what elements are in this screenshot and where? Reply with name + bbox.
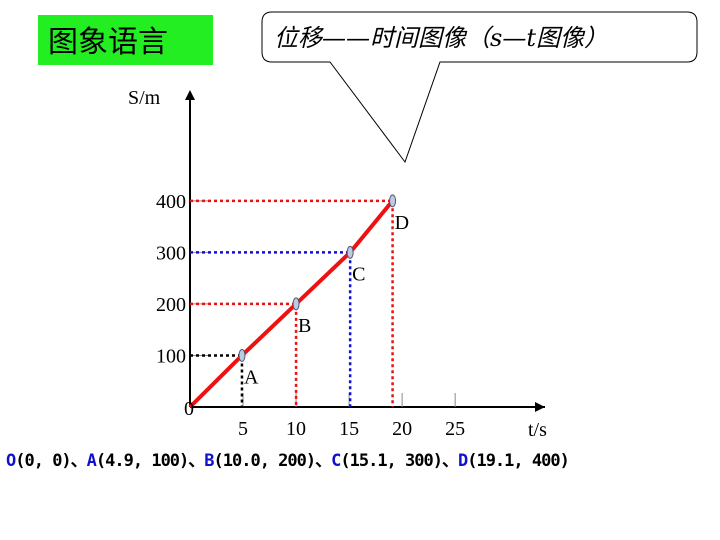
y-axis-label: S/m <box>128 87 161 109</box>
y-tick-label: 400 <box>156 191 186 213</box>
footer: O(0, 0)、A(4.9, 100)、B(10.0, 200)、C(15.1,… <box>6 446 570 471</box>
data-point <box>238 348 246 362</box>
data-point <box>389 194 397 208</box>
point-coords: (15.1, 300) <box>340 451 443 471</box>
point-name: B <box>204 451 214 471</box>
slide-title: 图象语言 <box>48 25 168 60</box>
x-tick-label: 5 <box>238 418 248 440</box>
y-tick-label: 300 <box>156 242 186 264</box>
point-coords: (4.9, 100) <box>95 451 189 471</box>
point-coords: (10.0, 200) <box>213 451 317 471</box>
guide-line <box>190 354 244 407</box>
y-tick-label: 200 <box>156 294 186 316</box>
data-point <box>292 297 300 311</box>
point-name: D <box>457 451 468 471</box>
point-label: B <box>298 315 311 337</box>
callout-text: 位移——时间图像（s—t图像） <box>274 24 608 52</box>
point-label: 0 <box>184 398 194 420</box>
guide-line <box>190 302 298 407</box>
point-name: O <box>6 451 16 471</box>
title-box <box>38 15 213 65</box>
point-label: C <box>352 263 365 285</box>
y-arrow <box>185 90 195 100</box>
data-point <box>346 245 354 259</box>
point-label: D <box>395 212 409 234</box>
x-arrow <box>535 402 545 412</box>
x-tick-label: 25 <box>445 418 465 440</box>
y-tick-label: 100 <box>156 345 186 367</box>
separator: 、 <box>70 451 88 471</box>
x-tick-label: 15 <box>339 418 359 440</box>
x-tick-label: 20 <box>392 418 412 440</box>
point-coords: (19.1, 400) <box>467 451 570 471</box>
guide-line <box>190 199 394 407</box>
separator: 、 <box>441 451 459 471</box>
separator: 、 <box>315 451 332 471</box>
point-label: A <box>244 366 259 388</box>
point-coords: (0, 0) <box>15 451 71 471</box>
separator: 、 <box>188 451 205 471</box>
point-name: C <box>331 451 341 471</box>
x-axis-label: t/s <box>528 419 547 441</box>
x-tick-label: 10 <box>286 418 306 440</box>
callout <box>261 11 698 164</box>
point-name: A <box>86 451 97 471</box>
